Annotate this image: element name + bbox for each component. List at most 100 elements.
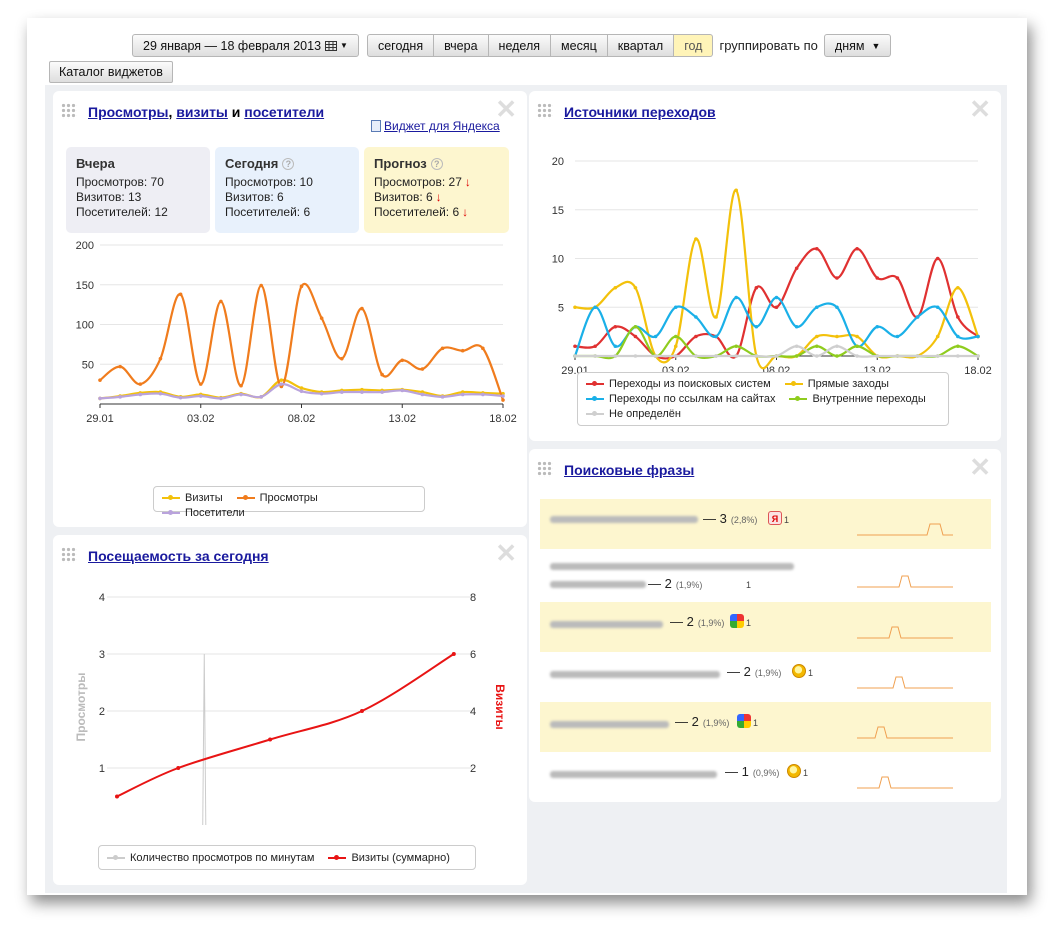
data-point[interactable] <box>815 246 819 251</box>
data-point[interactable] <box>855 246 859 251</box>
data-point[interactable] <box>360 306 364 311</box>
legend-item[interactable]: Не определён <box>586 407 681 422</box>
legend-item[interactable]: Внутренние переходы <box>789 391 926 406</box>
data-point[interactable] <box>815 334 819 339</box>
data-point[interactable] <box>481 392 485 397</box>
data-point[interactable] <box>694 315 698 319</box>
blurred-phrase[interactable] <box>550 563 794 570</box>
data-point[interactable] <box>673 344 678 349</box>
data-point[interactable] <box>956 334 960 339</box>
data-point[interactable] <box>794 354 799 358</box>
data-point[interactable] <box>380 372 384 377</box>
data-point[interactable] <box>935 334 940 339</box>
data-point[interactable] <box>259 395 263 399</box>
phrase-row[interactable]: — 1 (0,9%) 1 <box>540 752 991 802</box>
data-point[interactable] <box>613 324 618 329</box>
close-icon[interactable]: ✕ <box>969 94 991 124</box>
data-point[interactable] <box>935 256 940 261</box>
data-point[interactable] <box>138 382 143 386</box>
data-point[interactable] <box>915 354 920 358</box>
data-point[interactable] <box>754 354 759 358</box>
legend-item[interactable]: Посетители <box>162 505 245 520</box>
data-point[interactable] <box>299 389 304 394</box>
data-point[interactable] <box>694 237 698 241</box>
data-point[interactable] <box>460 348 465 353</box>
link-search-phrases[interactable]: Поисковые фразы <box>564 462 695 478</box>
data-point[interactable] <box>593 344 597 349</box>
widget-catalog-button[interactable]: Каталог виджетов <box>49 61 173 83</box>
data-point[interactable] <box>593 305 597 310</box>
data-point[interactable] <box>734 354 738 358</box>
data-point[interactable] <box>855 344 859 349</box>
data-point[interactable] <box>734 188 738 193</box>
data-point[interactable] <box>279 382 284 386</box>
data-point[interactable] <box>360 390 364 394</box>
phrase-row[interactable]: — 3 (2,8%) Я 1 <box>540 499 991 549</box>
data-point[interactable] <box>239 392 243 397</box>
blurred-phrase[interactable] <box>550 771 717 778</box>
data-point[interactable] <box>219 299 223 304</box>
data-point[interactable] <box>794 324 799 329</box>
data-point[interactable] <box>774 295 779 300</box>
data-point[interactable] <box>319 391 324 396</box>
data-point[interactable] <box>835 334 839 339</box>
data-point[interactable] <box>299 386 304 390</box>
data-point[interactable] <box>875 276 880 280</box>
blurred-phrase[interactable] <box>550 621 663 628</box>
period-year[interactable]: год <box>674 34 714 57</box>
period-week[interactable]: неделя <box>488 34 552 57</box>
data-point[interactable] <box>714 315 718 319</box>
data-point[interactable] <box>673 334 678 339</box>
data-point[interactable] <box>714 334 718 339</box>
data-point[interactable] <box>754 285 759 290</box>
data-point[interactable] <box>501 398 505 402</box>
data-point[interactable] <box>593 354 597 358</box>
data-point[interactable] <box>380 390 384 394</box>
data-point[interactable] <box>714 354 718 358</box>
blurred-phrase[interactable] <box>550 671 720 678</box>
drag-handle-icon[interactable] <box>61 547 77 563</box>
link-today-traffic[interactable]: Посещаемость за сегодня <box>88 548 269 564</box>
data-point[interactable] <box>613 285 618 290</box>
data-point[interactable] <box>400 388 405 393</box>
phrase-row[interactable]: — 2 (1,9%) 1 <box>540 551 991 601</box>
data-point[interactable] <box>976 354 980 358</box>
data-point[interactable] <box>299 284 304 289</box>
data-point[interactable] <box>895 276 900 280</box>
data-point[interactable] <box>835 354 839 358</box>
data-point[interactable] <box>178 292 183 297</box>
legend-item[interactable]: Визиты <box>162 490 223 505</box>
help-icon[interactable]: ? <box>430 158 443 170</box>
data-point[interactable] <box>895 334 900 339</box>
data-point[interactable] <box>653 334 658 339</box>
blurred-phrase[interactable] <box>550 721 669 728</box>
data-point[interactable] <box>754 324 759 329</box>
blurred-phrase[interactable] <box>550 516 698 523</box>
data-point[interactable] <box>98 378 102 382</box>
data-point[interactable] <box>895 354 900 358</box>
link-views[interactable]: Просмотры <box>88 104 169 120</box>
data-point[interactable] <box>118 364 122 369</box>
data-point[interactable] <box>118 395 122 399</box>
data-point[interactable] <box>259 283 263 288</box>
data-point[interactable] <box>673 354 678 358</box>
yandex-link-text[interactable]: Виджет для Яндекса <box>384 119 500 133</box>
period-yesterday[interactable]: вчера <box>434 34 489 57</box>
link-visits[interactable]: визиты <box>176 104 228 120</box>
data-point[interactable] <box>935 305 940 310</box>
data-point[interactable] <box>794 266 799 271</box>
data-point[interactable] <box>158 391 163 396</box>
data-point[interactable] <box>815 305 819 310</box>
yandex-widget-link[interactable]: Виджет для Яндекса <box>371 119 500 133</box>
data-point[interactable] <box>774 354 779 358</box>
data-point[interactable] <box>673 305 678 310</box>
help-icon[interactable]: ? <box>282 158 295 170</box>
data-point[interactable] <box>98 396 102 401</box>
legend-item[interactable]: Просмотры <box>236 490 318 505</box>
close-icon[interactable]: ✕ <box>969 452 991 482</box>
legend-item[interactable]: Прямые заходы <box>784 376 889 391</box>
data-point[interactable] <box>420 367 425 371</box>
data-point[interactable] <box>956 344 960 349</box>
data-point[interactable] <box>198 394 203 398</box>
data-point[interactable] <box>219 396 223 401</box>
